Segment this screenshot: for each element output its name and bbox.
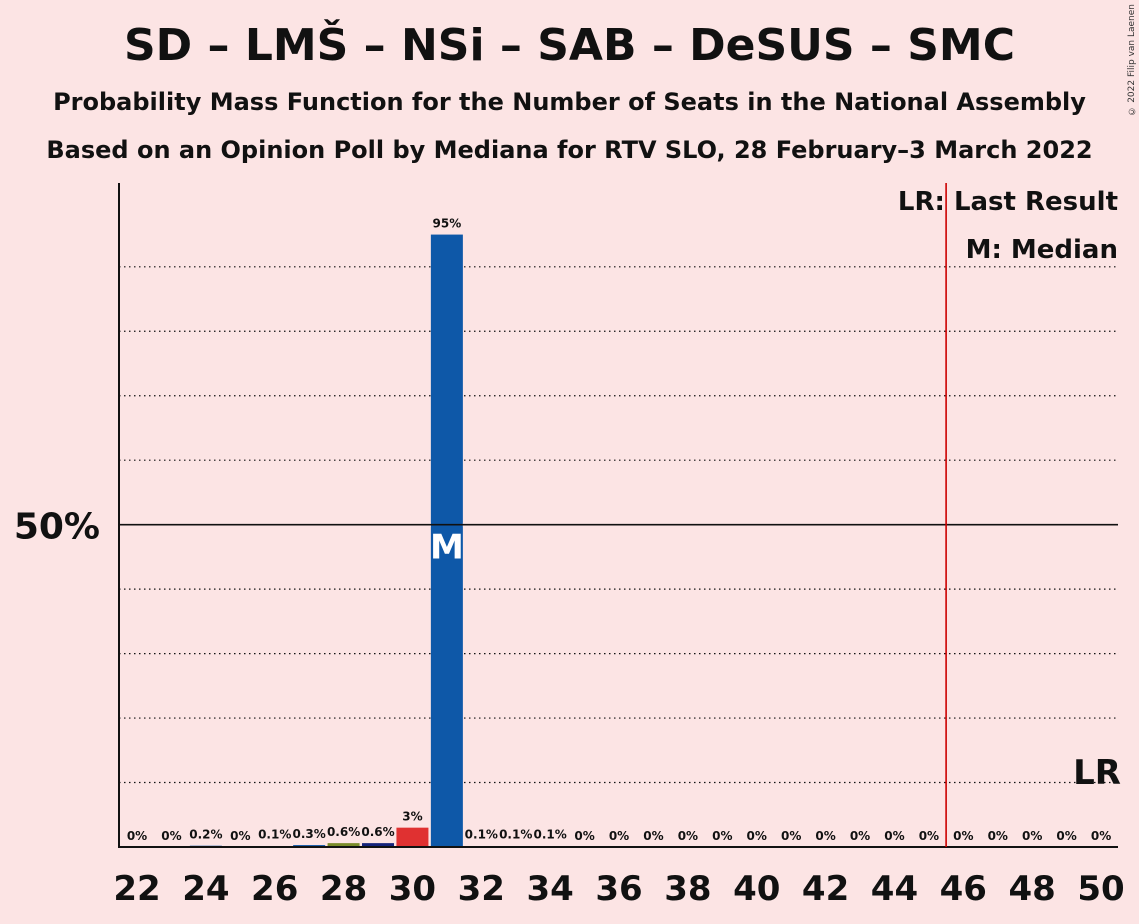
bar-label-seat-39: 0%: [712, 829, 732, 843]
x-tick-label-26: 26: [251, 869, 298, 909]
bar-label-seat-22: 0%: [127, 829, 147, 843]
bar-label-seat-28: 0.6%: [327, 825, 360, 839]
bar-label-seat-29: 0.6%: [361, 825, 394, 839]
x-tick-label-28: 28: [320, 869, 367, 909]
bar-label-seat-38: 0%: [678, 829, 698, 843]
bar-label-seat-26: 0.1%: [258, 827, 291, 841]
legend-last-result: LR: Last Result: [898, 187, 1118, 217]
x-tick-label-24: 24: [182, 869, 229, 909]
bar-label-seat-23: 0%: [161, 829, 181, 843]
bar-label-seat-25: 0%: [230, 829, 250, 843]
y-tick-label-50: 50%: [14, 507, 100, 548]
last-result-marker: LR: [1073, 753, 1121, 793]
bar-label-seat-48: 0%: [1022, 829, 1042, 843]
x-tick-label-32: 32: [458, 869, 505, 909]
x-tick-label-46: 46: [940, 869, 987, 909]
bar-seat-30: [396, 827, 429, 847]
chart-title: SD – LMŠ – NSi – SAB – DeSUS – SMC: [123, 20, 1016, 71]
x-tick-label-40: 40: [733, 869, 780, 909]
x-tick-label-42: 42: [802, 869, 849, 909]
x-tick-label-36: 36: [595, 869, 642, 909]
bar-label-seat-27: 0.3%: [293, 827, 326, 841]
bar-label-seat-49: 0%: [1056, 829, 1076, 843]
bar-label-seat-45: 0%: [919, 829, 939, 843]
bar-label-seat-43: 0%: [850, 829, 870, 843]
bar-label-seat-50: 0%: [1091, 829, 1111, 843]
bar-labels-group: 0% 0% 0.2% 0% 0.1% 0.3% 0.6% 0.6%3%95%0.1% 0.1% 0…: [127, 217, 1111, 843]
bar-label-seat-37: 0%: [643, 829, 663, 843]
x-tick-label-34: 34: [526, 869, 573, 909]
bar-label-seat-30: 3%: [402, 810, 422, 824]
bar-label-seat-40: 0%: [747, 829, 767, 843]
bar-seat-28: [327, 843, 360, 847]
bar-label-seat-34: 0.1%: [534, 827, 567, 841]
grid-lines: [119, 266, 1118, 784]
bar-label-seat-42: 0%: [815, 829, 835, 843]
chart-source-line: Based on an Opinion Poll by Mediana for …: [46, 136, 1093, 164]
bar-label-seat-24: 0.2%: [189, 827, 222, 841]
bar-label-seat-46: 0%: [953, 829, 973, 843]
bar-label-seat-44: 0%: [884, 829, 904, 843]
x-tick-label-30: 30: [389, 869, 436, 909]
bar-label-seat-32: 0.1%: [465, 827, 498, 841]
bar-label-seat-36: 0%: [609, 829, 629, 843]
x-tick-labels-group: 22 24 26 28 30 32 34 36 38 40 42 44 46 48 50: [113, 869, 1124, 909]
bar-label-seat-33: 0.1%: [499, 827, 532, 841]
median-marker: M: [430, 528, 464, 568]
chart-subtitle: Probability Mass Function for the Number…: [53, 88, 1086, 116]
x-tick-label-38: 38: [664, 869, 711, 909]
bars-group: [189, 234, 567, 848]
bar-label-seat-31: 95%: [433, 217, 462, 231]
bar-label-seat-41: 0%: [781, 829, 801, 843]
bar-seat-31: [430, 234, 463, 847]
bar-label-seat-35: 0%: [574, 829, 594, 843]
legend-median: M: Median: [966, 235, 1118, 265]
bar-label-seat-47: 0%: [988, 829, 1008, 843]
x-tick-label-50: 50: [1077, 869, 1124, 909]
x-tick-label-48: 48: [1009, 869, 1056, 909]
bar-seat-29: [362, 843, 395, 847]
x-tick-label-44: 44: [871, 869, 918, 909]
x-tick-label-22: 22: [113, 869, 160, 909]
